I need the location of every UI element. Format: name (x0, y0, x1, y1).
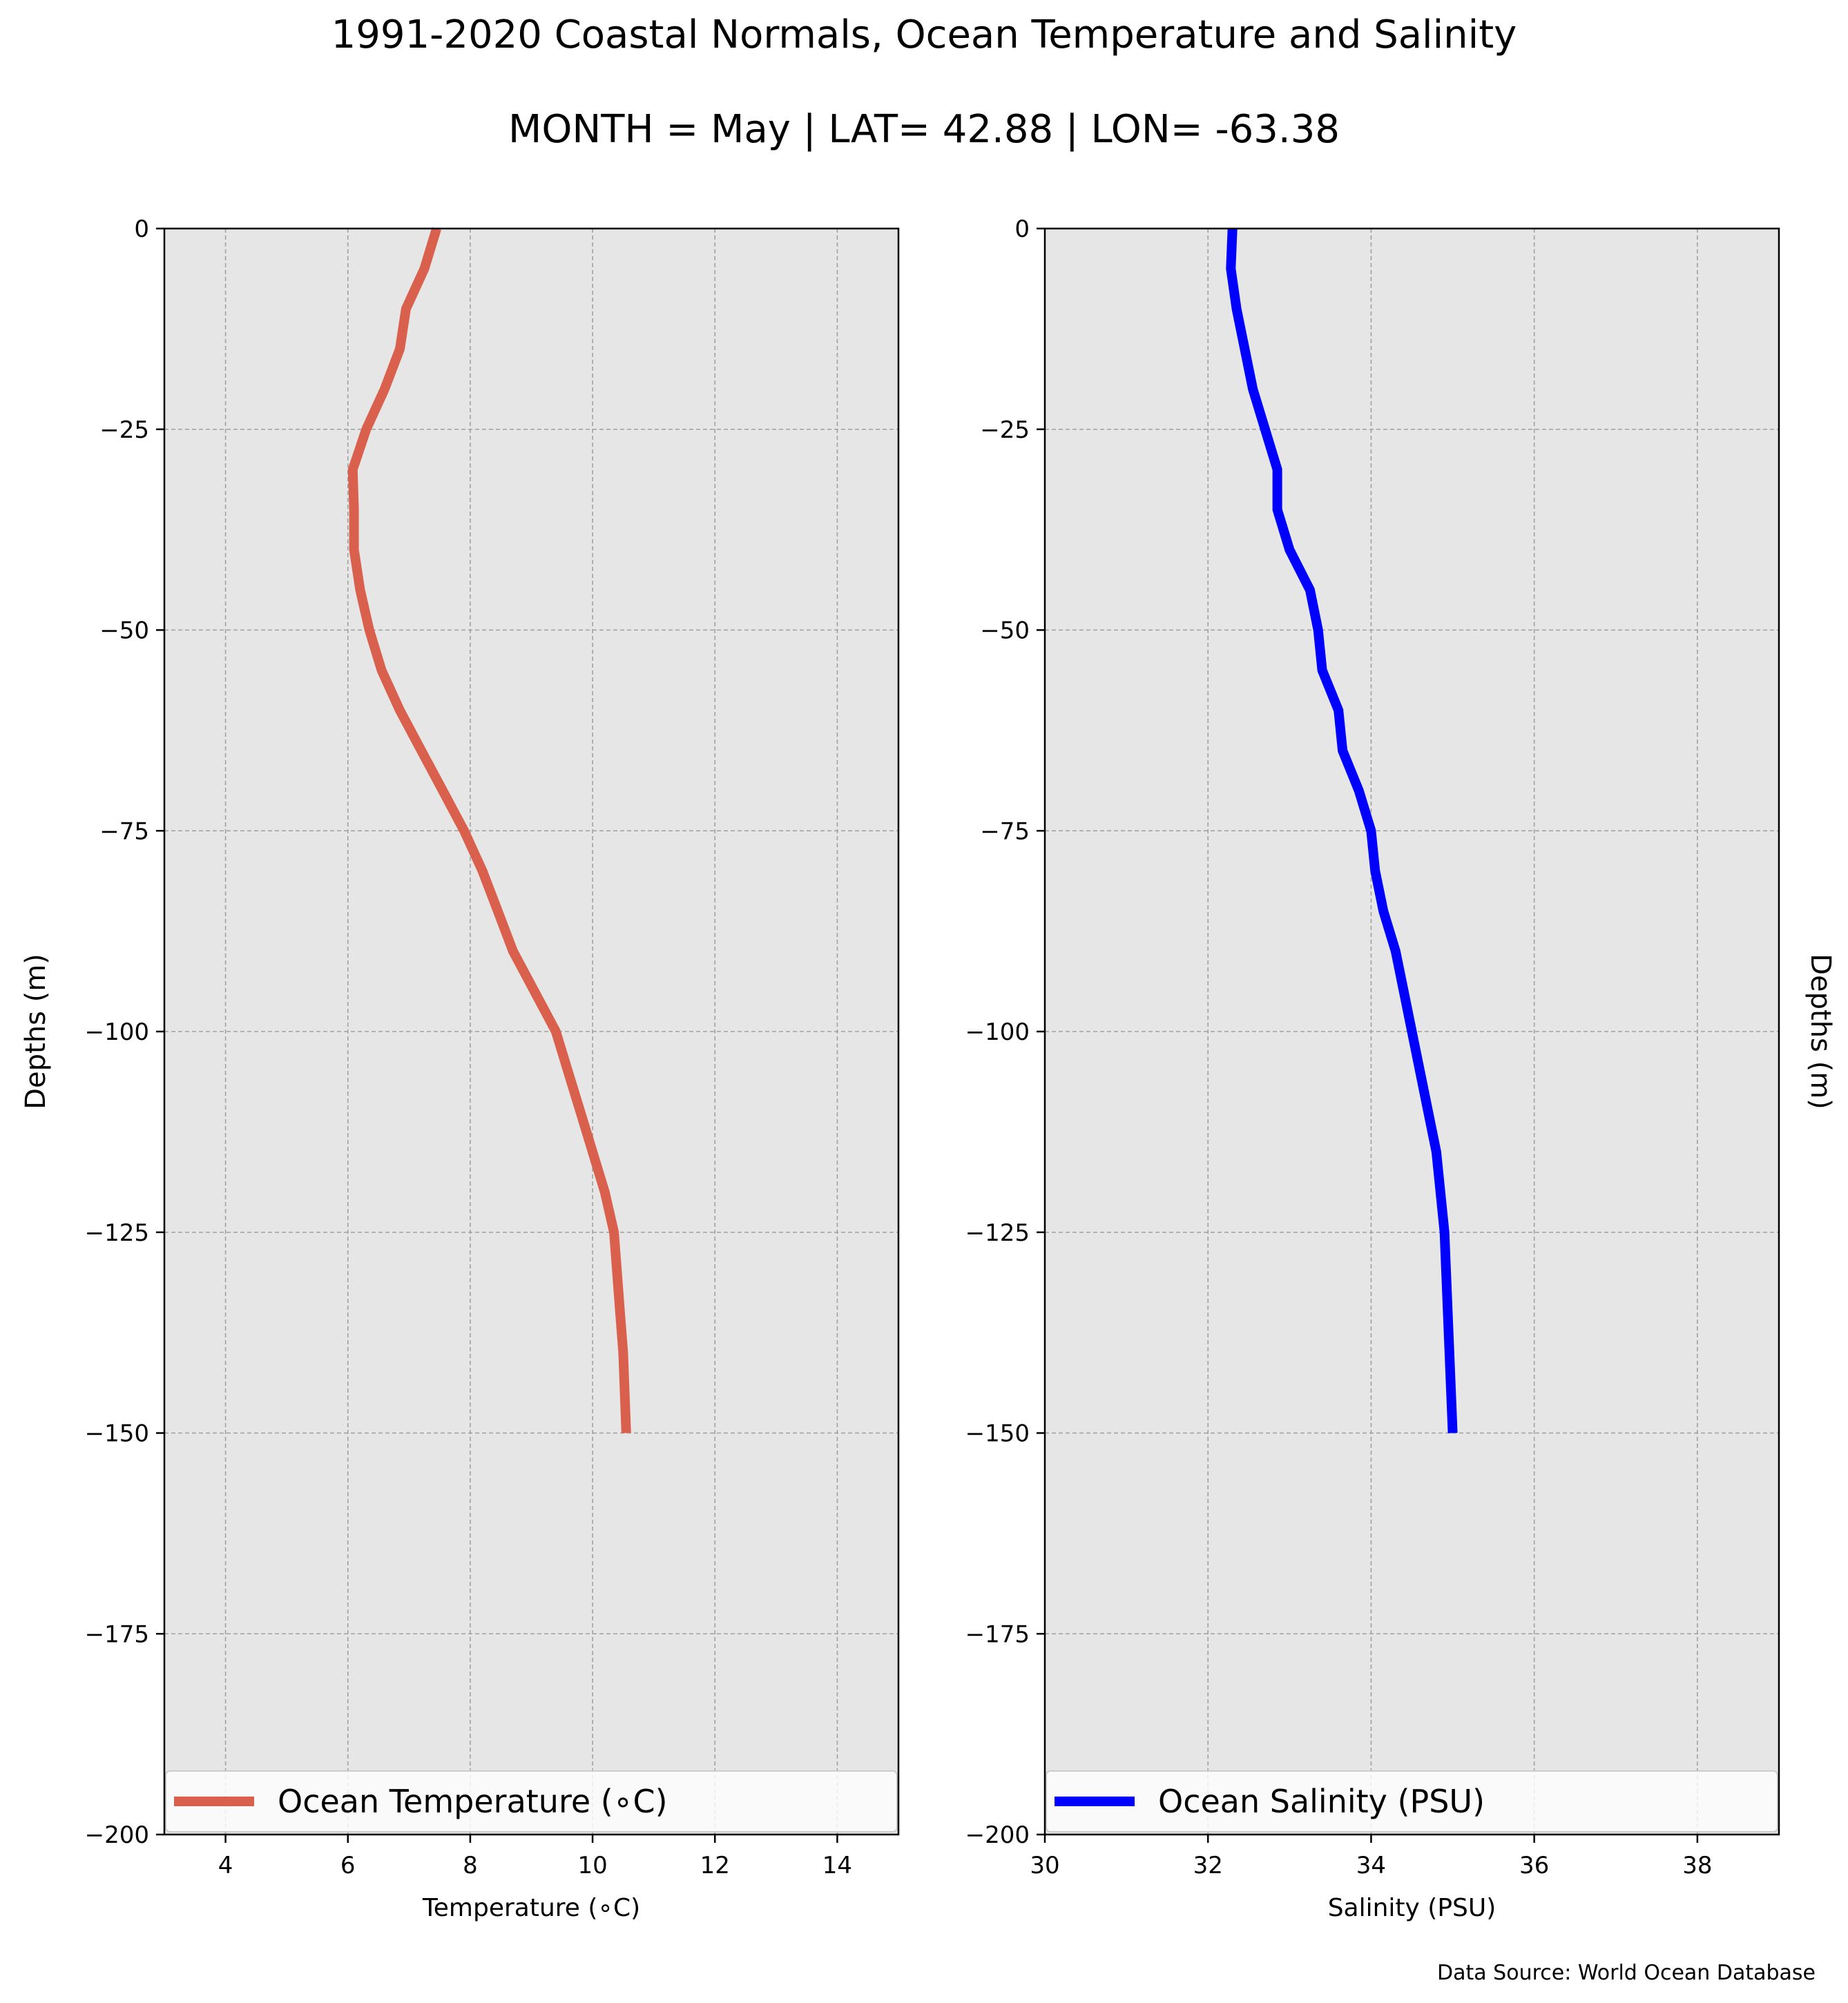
y-tick-label: −150 (85, 1420, 149, 1448)
y-tick-label: −25 (980, 416, 1030, 444)
y-tick-label: −75 (99, 817, 149, 845)
y-tick-label: 0 (134, 215, 149, 243)
x-tick-label: 30 (1030, 1852, 1059, 1879)
right-ylabel: Depths (m) (1804, 954, 1836, 1110)
chart-subtitle: MONTH = May | LAT= 42.88 | LON= -63.38 (508, 107, 1340, 152)
y-tick-label: −100 (965, 1018, 1030, 1046)
x-tick-label: 4 (218, 1852, 233, 1879)
y-tick-label: −100 (85, 1018, 149, 1046)
y-tick-label: 0 (1014, 215, 1030, 243)
y-tick-label: −25 (99, 416, 149, 444)
left-ylabel: Depths (m) (19, 954, 52, 1110)
legend-label: Ocean Salinity (PSU) (1158, 1783, 1485, 1820)
y-tick-label: −50 (99, 617, 149, 645)
series-line (347, 226, 631, 1433)
salinity-panel: Ocean Salinity (PSU) 0 −25 −50 −75 −100 −125 −1… (965, 215, 1780, 1922)
x-tick-label: 10 (577, 1852, 607, 1879)
y-tick-label: −200 (85, 1821, 149, 1849)
x-tick-label: 12 (700, 1852, 730, 1879)
x-tick-label: 8 (463, 1852, 478, 1879)
y-tick-label: −75 (980, 817, 1030, 845)
x-tick-label: 32 (1193, 1852, 1223, 1879)
x-axis-label: Salinity (PSU) (1328, 1894, 1496, 1922)
y-tick-label: −200 (965, 1821, 1030, 1849)
x-tick-label: 36 (1519, 1852, 1549, 1879)
y-tick-label: −175 (965, 1620, 1030, 1648)
y-tick-label: −150 (965, 1420, 1030, 1448)
x-tick-label: 6 (340, 1852, 356, 1879)
y-tick-label: −125 (85, 1219, 149, 1247)
x-tick-label: 14 (822, 1852, 852, 1879)
temperature-panel: Ocean Temperature (∘C) 0 −25 −50 −75 −100 −125… (85, 215, 900, 1922)
legend-label: Ocean Temperature (∘C) (278, 1783, 668, 1820)
y-tick-label: −50 (980, 617, 1030, 645)
y-tick-label: −175 (85, 1620, 149, 1648)
x-tick-label: 38 (1682, 1852, 1712, 1879)
x-axis-label: Temperature (∘C) (422, 1894, 640, 1922)
legend-box (1046, 1770, 1778, 1832)
data-source-note: Data Source: World Ocean Database (1437, 1961, 1816, 1985)
series-line (1226, 228, 1458, 1433)
chart-title: 1991-2020 Coastal Normals, Ocean Tempera… (331, 12, 1517, 57)
x-tick-label: 34 (1356, 1852, 1386, 1879)
y-tick-label: −125 (965, 1219, 1030, 1247)
legend-box (165, 1770, 898, 1832)
